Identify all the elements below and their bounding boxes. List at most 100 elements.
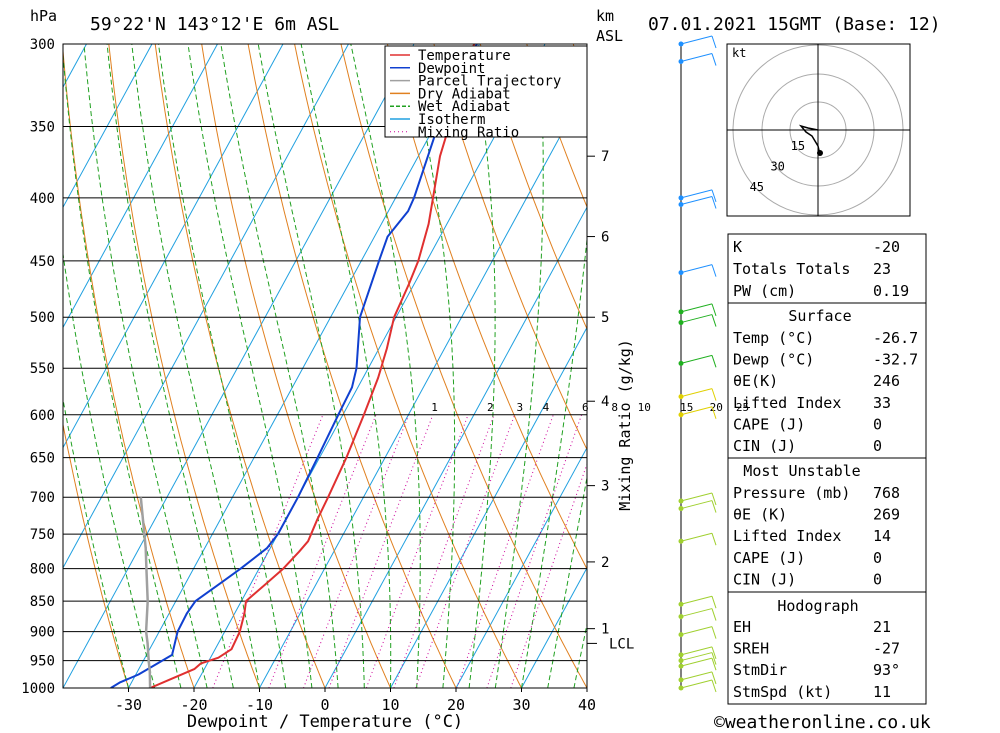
- wind-barb: [680, 532, 713, 542]
- wind-barb-feather: [711, 533, 717, 546]
- thermo-grid: [0, 44, 1000, 688]
- pressure-tick-label: 700: [30, 490, 55, 506]
- table-row-value: -32.7: [873, 351, 918, 369]
- k-value: -20: [873, 238, 900, 256]
- wind-barb: [680, 314, 713, 324]
- totals-label: Totals Totals: [733, 260, 850, 278]
- table-row-value: 21: [873, 618, 891, 636]
- dry-adiabat: [945, 44, 1000, 688]
- hodograph-trace: [798, 124, 821, 156]
- isotherm: [390, 326, 587, 688]
- table-row-value: 0: [873, 415, 882, 433]
- x-tick-label: -30: [115, 696, 142, 714]
- table-row-label: Lifted Index: [733, 527, 841, 545]
- profiles: [110, 44, 478, 688]
- table-row-label: Temp (°C): [733, 329, 814, 347]
- table-row-label: CIN (J): [733, 437, 796, 455]
- pressure-tick-label: 500: [30, 310, 55, 326]
- wet-adiabat: [83, 44, 208, 688]
- pressure-tick-label: 300: [30, 37, 55, 53]
- wind-barb-feather: [711, 189, 717, 203]
- x-axis-title: Dewpoint / Temperature (°C): [187, 712, 463, 732]
- wind-barb: [680, 35, 713, 45]
- table-row-value: -26.7: [873, 329, 918, 347]
- wind-barb-feather: [711, 303, 717, 317]
- most-unstable-title: Most Unstable: [743, 462, 860, 480]
- x-tick-label: 20: [447, 696, 465, 714]
- table-row-value: 33: [873, 394, 891, 412]
- wind-barb: [680, 657, 713, 667]
- dry-adiabat: [479, 44, 587, 331]
- km-tick-label: 1: [601, 622, 609, 638]
- mixing-ratio-label: 15: [680, 401, 693, 414]
- table-row-value: 14: [873, 527, 891, 545]
- table-row-label: θE(K): [733, 372, 778, 390]
- pressure-axis: 300 350 400 450 500 550 600 650 700 750 800 850 900 9…: [21, 37, 55, 697]
- wind-barb: [680, 671, 713, 681]
- dry-adiabat: [991, 44, 1000, 688]
- wet-adiabat: [573, 622, 587, 688]
- table-row-value: 11: [873, 683, 891, 701]
- mixing-ratio-axis-title: Mixing Ratio (g/kg): [616, 339, 634, 511]
- pressure-unit: hPa: [30, 7, 57, 25]
- table-row-value: 0: [873, 437, 882, 455]
- pressure-tick-label: 350: [30, 119, 55, 135]
- wet-adiabat: [63, 49, 182, 688]
- wind-barb-feather: [711, 596, 717, 609]
- wet-adiabat: [468, 44, 496, 688]
- wet-adiabat: [547, 474, 587, 688]
- mixing-ratio-label: 10: [638, 401, 651, 414]
- wind-barb: [680, 388, 713, 398]
- km-axis: 1 2 3 4 5 6 7 LCL: [587, 149, 634, 652]
- wind-barb-feather: [711, 355, 717, 368]
- x-tick-label: 30: [512, 696, 530, 714]
- table-row-label: θE (K): [733, 506, 787, 524]
- wind-barb: [680, 652, 713, 662]
- wind-barb-feather: [711, 314, 717, 327]
- wind-barb-feather: [711, 406, 717, 419]
- km-tick-label: 5: [601, 310, 609, 326]
- wind-barb: [680, 303, 713, 313]
- pressure-tick-label: 950: [30, 654, 55, 670]
- table-row-label: StmSpd (kt): [733, 683, 832, 701]
- legend-box: [384, 45, 588, 138]
- hodograph-table-title: Hodograph: [777, 597, 858, 615]
- wind-barb: [680, 679, 713, 689]
- table-row-value: 246: [873, 372, 900, 390]
- pressure-tick-label: 1000: [21, 681, 55, 697]
- km-tick-label: 7: [601, 149, 609, 165]
- datetime-title: 07.01.2021 15GMT (Base: 12): [648, 14, 941, 35]
- legend-label: Temperature: [418, 48, 511, 64]
- isotherm: [0, 44, 21, 688]
- wet-adiabat: [187, 44, 313, 688]
- pressure-tick-label: 650: [30, 451, 55, 467]
- storm-motion-dot: [817, 150, 823, 156]
- pw-label: PW (cm): [733, 282, 796, 300]
- wet-adiabat: [131, 44, 260, 688]
- legend-label: Dry Adiabat: [418, 86, 511, 102]
- wind-barb: [680, 406, 713, 416]
- dry-adiabat: [433, 44, 587, 451]
- wind-barb-feather: [711, 608, 717, 621]
- wind-barb: [680, 646, 713, 656]
- table-row-value: 93°: [873, 661, 900, 679]
- mixing-ratio-label: 3: [516, 401, 523, 414]
- wind-barb: [680, 264, 713, 274]
- wind-barb-feather: [711, 646, 717, 660]
- x-tick-label: 0: [320, 696, 329, 714]
- isotherm: [63, 44, 218, 329]
- mixing-ratio-label: 1: [431, 401, 438, 414]
- dewpoint-line: [110, 44, 478, 688]
- height-unit-km: km: [596, 7, 614, 25]
- table-row-value: 0: [873, 570, 882, 588]
- table-row-value: 768: [873, 484, 900, 502]
- table-row-label: CIN (J): [733, 570, 796, 588]
- wind-barb-feather: [711, 264, 717, 277]
- wet-adiabat: [63, 250, 156, 688]
- isotherm: [521, 566, 587, 688]
- wind-barb: [680, 626, 713, 636]
- hodograph-unit: kt: [732, 46, 746, 60]
- x-tick-label: -20: [180, 696, 207, 714]
- wind-barb: [680, 189, 713, 199]
